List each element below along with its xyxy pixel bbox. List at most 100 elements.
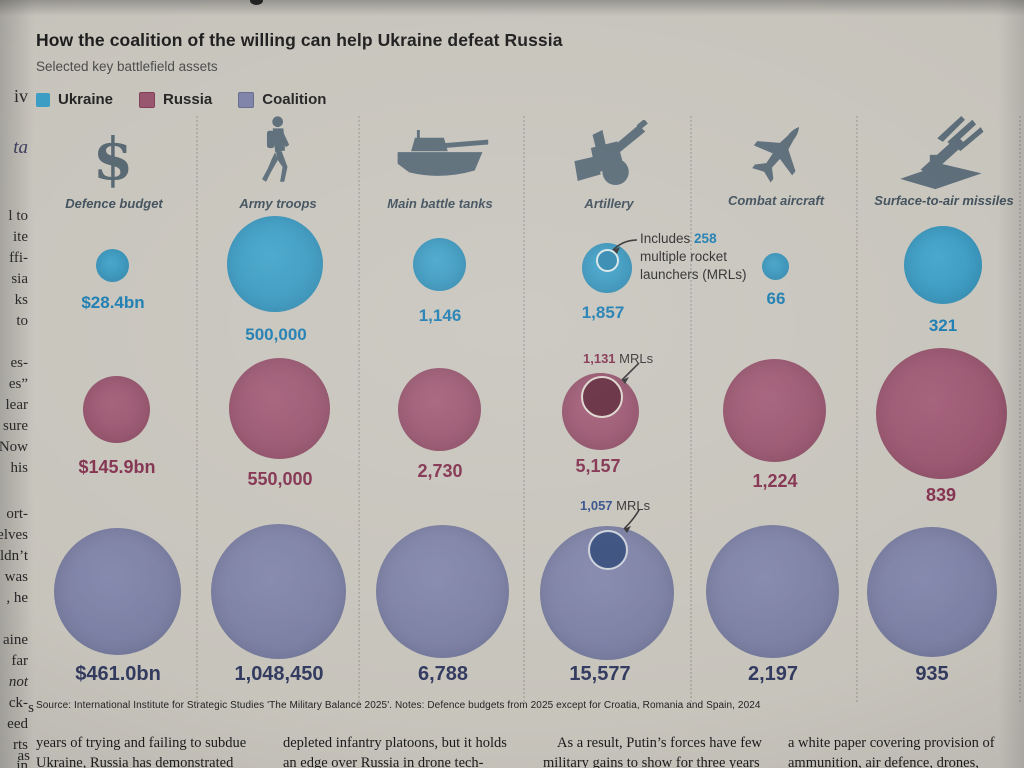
russia-swatch-icon xyxy=(139,91,156,108)
mrl-label-coalition: 1,057 MRLs xyxy=(580,498,651,513)
annotation-arrow xyxy=(621,362,640,384)
bubble-coalition-army-troops xyxy=(211,524,346,659)
value-russia-defence-budget: $145.9bn xyxy=(78,457,156,477)
bubble-ukraine-tanks xyxy=(413,238,466,291)
value-ukraine-defence-budget: $28.4bn xyxy=(81,293,145,312)
value-coalition-aircraft: 2,197 xyxy=(747,663,799,685)
column-separator xyxy=(1019,116,1021,702)
ukraine-swatch-icon xyxy=(36,92,50,107)
annotation-arrow xyxy=(612,239,638,254)
column-label-artillery: Artillery xyxy=(584,196,634,211)
article-column-1: years of trying and failing to subdue Uk… xyxy=(36,735,247,768)
annotation-arrow xyxy=(623,509,640,533)
article-column-4: a white paper covering provision of ammu… xyxy=(788,735,995,768)
legend-label: Coalition xyxy=(262,91,327,108)
edge-text-fragment: ks xyxy=(14,292,28,308)
value-ukraine-army-troops: 500,000 xyxy=(245,325,307,344)
tank-icon xyxy=(388,128,494,186)
column-separator xyxy=(523,116,525,702)
edge-text-fragment: , he xyxy=(6,590,28,606)
edge-text-fragment: ta xyxy=(13,137,28,158)
mrl-label-russia: 1,131 MRLs xyxy=(583,351,654,366)
edge-text-fragment: es- xyxy=(10,355,29,371)
source-note: Source: International Institute for Stra… xyxy=(36,700,761,711)
value-coalition-defence-budget: $461.0bn xyxy=(75,663,161,685)
edge-text-fragment: ite xyxy=(13,229,28,245)
edge-text-fragment: not xyxy=(8,674,28,690)
mrl-annotation: Includes 258 multiple rocket launchers (… xyxy=(640,231,747,282)
chart-subtitle: Selected key battlefield assets xyxy=(36,59,218,74)
bubble-russia-aircraft xyxy=(723,359,826,462)
artillery-icon xyxy=(562,120,656,190)
bubble-ukraine-army-troops xyxy=(227,216,323,312)
column-separator xyxy=(358,116,360,702)
value-russia-army-troops: 550,000 xyxy=(247,469,313,489)
value-russia-tanks: 2,730 xyxy=(417,461,463,481)
edge-text-fragment: Now xyxy=(0,439,28,455)
bubble-coalition-mrls xyxy=(588,530,628,570)
value-coalition-artillery: 15,577 xyxy=(569,663,631,685)
edge-text-fragment: ck- xyxy=(8,695,28,711)
edge-text-fragment: es” xyxy=(8,376,28,392)
legend: Ukraine Russia Coalition xyxy=(36,91,326,108)
edge-text-fragment: ffi- xyxy=(9,250,28,266)
bubble-coalition-aircraft xyxy=(706,525,839,658)
edge-text-fragment: s xyxy=(28,700,34,716)
edge-text-fragment: far xyxy=(11,653,28,669)
edge-text-fragment: eed xyxy=(7,716,28,732)
value-ukraine-sam: 321 xyxy=(928,316,958,335)
column-label-defence-budget: Defence budget xyxy=(65,196,163,211)
article-column-3: As a result, Putin’s forces have few mil… xyxy=(543,735,762,768)
bubble-russia-defence-budget xyxy=(83,376,150,443)
value-russia-artillery: 5,157 xyxy=(575,456,621,476)
bubble-russia-artillery xyxy=(562,373,639,450)
sam-launcher-icon xyxy=(888,116,992,190)
article-column-2: depleted infantry platoons, but it holds… xyxy=(283,735,507,768)
edge-text-fragment: ldn’t xyxy=(0,548,28,564)
legend-item-ukraine: Ukraine xyxy=(36,91,113,108)
bubble-russia-army-troops xyxy=(229,358,330,459)
fighter-jet-icon xyxy=(738,118,818,190)
column-separator xyxy=(196,116,198,702)
column-separator xyxy=(690,116,692,702)
edge-text-fragment: aine xyxy=(3,632,28,648)
bubble-coalition-tanks xyxy=(376,525,509,658)
coalition-swatch-icon xyxy=(238,91,255,108)
cropped-headline-letter xyxy=(250,0,263,5)
edge-text-fragment: in xyxy=(16,758,28,768)
edge-text-fragment: was xyxy=(4,569,28,585)
bubble-ukraine-sam xyxy=(904,226,982,304)
edge-text-fragment: to xyxy=(16,313,28,329)
column-separator xyxy=(856,116,858,702)
mrl-count-ukraine: 258 xyxy=(694,231,717,246)
bubble-russia-tanks xyxy=(398,368,481,451)
bubble-coalition-defence-budget xyxy=(54,528,181,655)
legend-label: Russia xyxy=(163,91,213,108)
value-russia-sam: 839 xyxy=(925,485,957,505)
legend-item-coalition: Coalition xyxy=(238,91,326,108)
bubble-russia-mrls xyxy=(581,376,623,418)
column-label-army-troops: Army troops xyxy=(239,196,317,211)
value-ukraine-artillery: 1,857 xyxy=(581,303,625,322)
value-coalition-sam: 935 xyxy=(915,663,949,685)
edge-text-fragment: iv xyxy=(13,86,28,106)
bubble-coalition-artillery xyxy=(540,526,674,660)
edge-text-fragment: sia xyxy=(11,271,28,287)
legend-label: Ukraine xyxy=(58,91,114,108)
legend-item-russia: Russia xyxy=(139,91,212,108)
value-ukraine-tanks: 1,146 xyxy=(418,306,462,325)
dollar-icon: $ xyxy=(92,125,134,193)
edge-text-fragment: lear xyxy=(5,397,28,413)
value-coalition-tanks: 6,788 xyxy=(417,663,469,685)
edge-text-fragment: rts xyxy=(13,737,28,753)
chart-title: How the coalition of the willing can hel… xyxy=(36,30,563,50)
bubble-russia-sam xyxy=(876,348,1007,479)
value-russia-aircraft: 1,224 xyxy=(752,471,798,491)
bubble-ukraine-aircraft xyxy=(762,253,789,280)
value-ukraine-aircraft: 66 xyxy=(766,289,786,308)
bubble-ukraine-artillery xyxy=(582,243,632,293)
edge-text-fragment: as xyxy=(17,748,31,764)
column-label-combat-aircraft: Combat aircraft xyxy=(727,193,825,208)
